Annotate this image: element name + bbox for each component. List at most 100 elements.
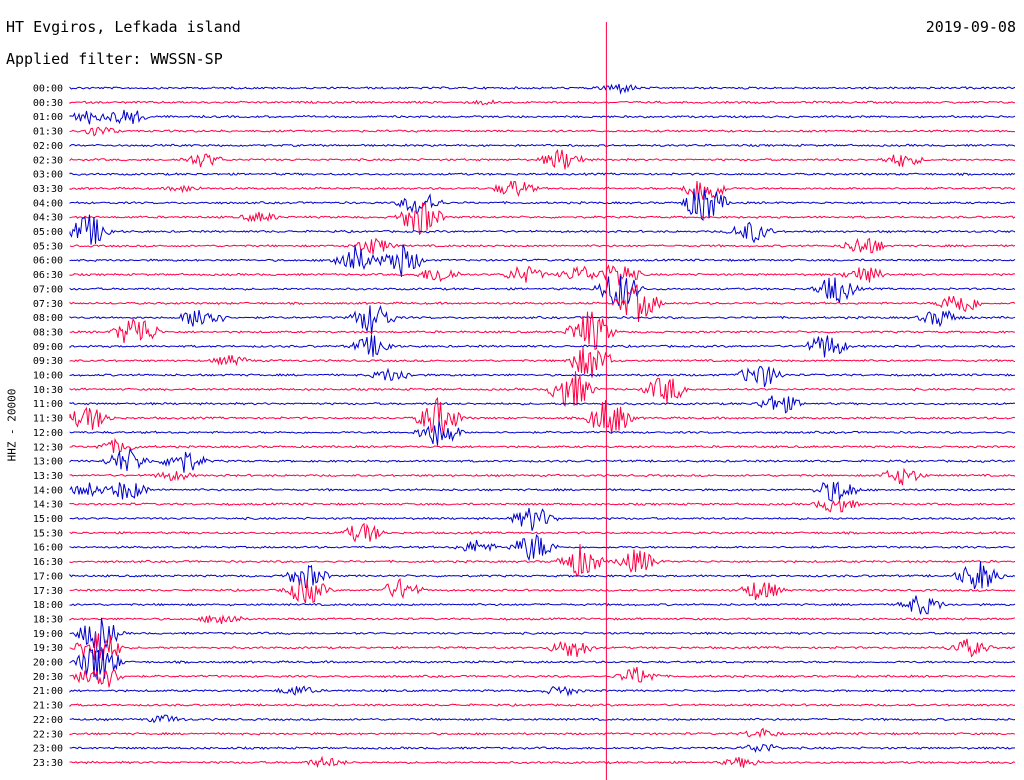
seismic-trace	[69, 335, 1016, 358]
seismic-trace	[69, 617, 1016, 653]
seismic-trace	[69, 714, 1016, 724]
seismic-trace	[69, 347, 1016, 378]
time-label: 04:00	[33, 198, 63, 209]
time-label: 15:00	[33, 514, 63, 525]
time-label: 23:00	[33, 744, 63, 755]
seismic-trace	[69, 109, 1016, 125]
seismic-trace	[69, 365, 1016, 387]
time-label: 05:00	[33, 227, 63, 238]
seismic-trace	[69, 481, 1016, 502]
time-label: 17:30	[33, 586, 63, 597]
seismic-trace	[69, 284, 1016, 323]
seismic-trace	[69, 126, 1016, 137]
seismic-trace	[69, 467, 1016, 486]
seismic-trace	[69, 614, 1016, 625]
time-label: 06:30	[33, 270, 63, 281]
time-label: 00:30	[33, 98, 63, 109]
time-label: 13:30	[33, 471, 63, 482]
time-label: 16:30	[33, 557, 63, 568]
seismic-trace	[69, 595, 1016, 615]
time-label: 14:00	[33, 485, 63, 496]
time-label: 09:00	[33, 342, 63, 353]
seismic-traces	[69, 83, 1016, 769]
seismic-trace	[69, 172, 1016, 177]
time-label: 20:00	[33, 658, 63, 669]
time-label: 02:00	[33, 141, 63, 152]
time-label: 17:00	[33, 571, 63, 582]
seismic-trace	[69, 83, 1016, 95]
station-title: HT Evgiros, Lefkada island	[6, 18, 241, 36]
time-label: 00:00	[33, 84, 63, 95]
seismic-trace	[69, 507, 1016, 531]
seismic-trace	[69, 304, 1016, 335]
time-label: 22:30	[33, 729, 63, 740]
time-labels: 00:00 00:30 01:00 01:30 02:00 02:30 03:00 03:30…	[33, 84, 63, 769]
seismic-trace	[69, 447, 1016, 473]
time-label: 01:30	[33, 127, 63, 138]
time-label: 10:00	[33, 371, 63, 382]
seismic-trace	[69, 727, 1016, 739]
time-label: 18:00	[33, 600, 63, 611]
seismic-trace	[69, 99, 1015, 106]
time-label: 04:30	[33, 213, 63, 224]
seismic-trace	[69, 522, 1016, 543]
seismic-trace	[69, 180, 1016, 202]
seismic-trace	[69, 214, 1016, 245]
time-label: 19:30	[33, 643, 63, 654]
time-label: 09:30	[33, 356, 63, 367]
time-label: 08:00	[33, 313, 63, 324]
seismic-trace	[69, 396, 1016, 436]
plot-date: 2019-09-08	[925, 18, 1016, 36]
filter-label: Applied filter: WWSSN-SP	[6, 50, 223, 68]
time-label: 12:00	[33, 428, 63, 439]
seismic-trace	[69, 275, 1016, 307]
time-label: 02:30	[33, 155, 63, 166]
time-label: 16:00	[33, 543, 63, 554]
time-label: 07:00	[33, 284, 63, 295]
time-label: 21:00	[33, 686, 63, 697]
time-label: 18:30	[33, 614, 63, 625]
seismic-trace	[69, 534, 1016, 562]
seismic-trace	[69, 685, 1016, 697]
seismic-trace	[69, 188, 1016, 221]
time-label: 11:30	[33, 414, 63, 425]
time-label: 15:30	[33, 528, 63, 539]
seismic-trace	[69, 371, 1016, 408]
seismic-trace	[69, 420, 1016, 446]
seismic-trace	[69, 148, 1016, 170]
time-label: 10:30	[33, 385, 63, 396]
time-label: 06:00	[33, 256, 63, 267]
seismic-trace	[69, 437, 1016, 453]
time-label: 03:30	[33, 184, 63, 195]
time-label: 14:30	[33, 500, 63, 511]
seismic-trace	[69, 311, 1015, 351]
seismic-trace	[69, 264, 1016, 286]
time-label: 03:00	[33, 170, 63, 181]
seismic-trace	[69, 237, 1016, 255]
time-label: 05:30	[33, 241, 63, 252]
seismic-trace	[69, 561, 1016, 590]
time-label: 19:00	[33, 629, 63, 640]
seismic-trace	[69, 498, 1016, 513]
time-label: 12:30	[33, 442, 63, 453]
time-label: 21:30	[33, 701, 63, 712]
time-label: 08:30	[33, 327, 63, 338]
seismic-trace	[69, 244, 1016, 277]
seismic-trace	[69, 143, 1016, 148]
time-label: 07:30	[33, 299, 63, 310]
seismic-trace	[69, 743, 1016, 753]
time-label: 20:30	[33, 672, 63, 683]
seismic-trace	[69, 632, 1016, 661]
seismic-trace	[69, 666, 1016, 688]
time-label: 01:00	[33, 112, 63, 123]
seismic-trace	[69, 577, 1016, 604]
time-label: 22:00	[33, 715, 63, 726]
seismic-trace	[69, 544, 1016, 578]
seismic-trace	[69, 755, 1016, 769]
time-label: 23:30	[33, 758, 63, 769]
seismic-trace	[69, 648, 1016, 680]
seismic-trace	[69, 703, 1016, 708]
seismic-trace	[69, 201, 1016, 236]
time-label: 11:00	[33, 399, 63, 410]
